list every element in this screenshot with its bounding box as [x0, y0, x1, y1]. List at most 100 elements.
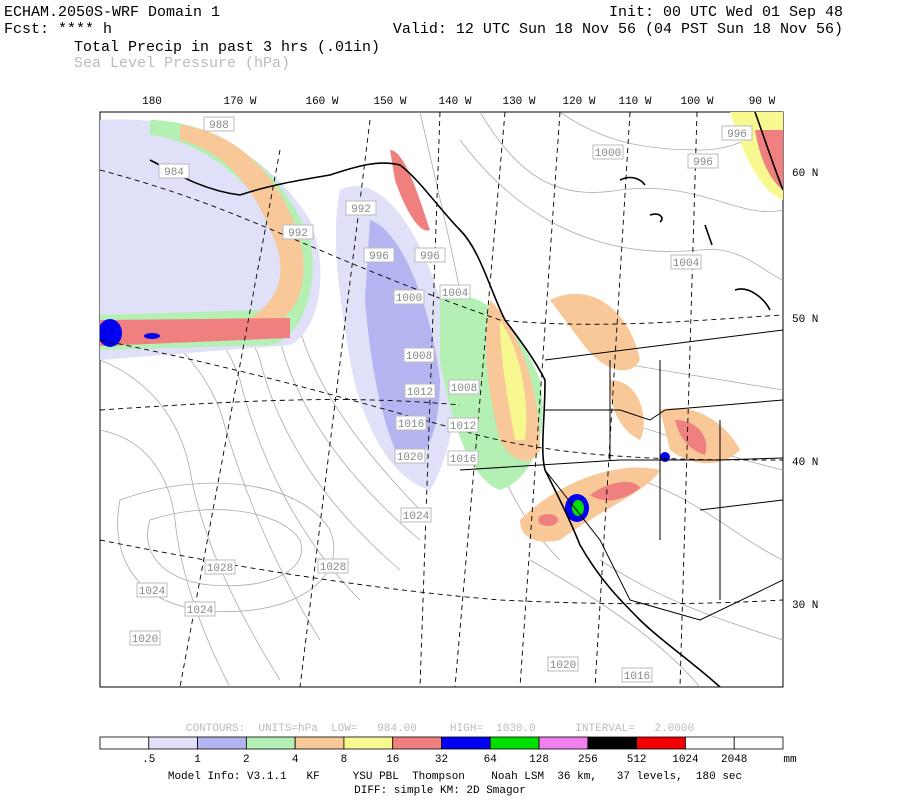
contour-label: 1000 — [396, 293, 422, 305]
colorbar-label: 1024 — [672, 754, 699, 766]
colorbar-label: 2 — [243, 754, 250, 766]
lon-label: 150 W — [373, 96, 406, 108]
contour-label: 996 — [693, 157, 713, 169]
colorbar-label: 64 — [484, 754, 498, 766]
contour-label: 1000 — [595, 148, 621, 160]
lon-label: 160 W — [305, 96, 338, 108]
contour-label-box — [203, 116, 235, 132]
graticule — [100, 112, 783, 687]
colorbar-swatch — [148, 736, 198, 750]
colorbar-swatch — [343, 736, 394, 750]
contour-label: 992 — [351, 204, 371, 216]
colorbar-unit: mm — [783, 754, 797, 766]
colorbar-swatch — [294, 736, 345, 750]
contour-label: 1012 — [450, 421, 476, 433]
contour-label: 1016 — [624, 671, 650, 683]
contour-label-box — [547, 656, 579, 672]
colorbar-swatch — [685, 736, 735, 750]
contour-label: 996 — [420, 251, 440, 263]
map-area — [99, 111, 784, 688]
contour-label-box — [404, 383, 436, 399]
contour-label-box — [129, 630, 161, 646]
contour-label-box — [400, 507, 432, 523]
contour-label-box — [136, 582, 168, 598]
contour-label-box — [721, 125, 753, 141]
colorbar-swatch — [636, 736, 686, 750]
contour-label: 988 — [209, 120, 229, 132]
contour-label: 1008 — [406, 351, 432, 363]
contour-label-box — [395, 415, 427, 431]
contour-label-box — [345, 200, 377, 216]
contour-label-box — [184, 601, 216, 617]
contour-label: 1016 — [398, 419, 424, 431]
contour-label-box — [393, 289, 425, 305]
contour-label-box — [447, 450, 479, 466]
contour-label-box — [448, 379, 480, 395]
contour-label-box — [414, 247, 446, 263]
contour-label: 1020 — [132, 634, 158, 646]
field-pressure: Sea Level Pressure (hPa) — [74, 55, 290, 72]
colorbar-swatch — [489, 736, 540, 750]
colorbar-label: 256 — [578, 754, 598, 766]
contour-label: 1028 — [320, 562, 346, 574]
contour-label-box — [282, 224, 314, 240]
contour-label: 1020 — [397, 452, 423, 464]
contour-label-box — [621, 667, 653, 683]
lat-label: 30 N — [792, 600, 818, 612]
contour-label-box — [439, 284, 471, 300]
contours-info: CONTOURS: UNITS=hPa LOW= 984.00 HIGH= 10… — [186, 723, 694, 735]
contour-label-box — [592, 144, 624, 160]
colorbar-label: 1 — [194, 754, 201, 766]
colorbar-swatch — [99, 736, 150, 750]
colorbar-label: 16 — [386, 754, 399, 766]
lon-label: 100 W — [680, 96, 713, 108]
lat-label: 50 N — [792, 314, 818, 326]
diff-info: DIFF: simple KM: 2D Smagor — [354, 785, 526, 797]
model-title: ECHAM.2050S-WRF Domain 1 — [4, 4, 220, 21]
colorbar-label: .5 — [142, 754, 155, 766]
contour-label-box — [403, 347, 435, 363]
lon-label: 180 — [142, 96, 162, 108]
contour-label: 1028 — [207, 563, 233, 575]
contour-label-box — [363, 247, 395, 263]
coastlines — [149, 112, 783, 687]
contour-label: 1004 — [442, 288, 469, 300]
colorbar-label: 128 — [529, 754, 549, 766]
field-precip: Total Precip in past 3 hrs (.01in) — [74, 39, 380, 56]
contour-label-box — [670, 254, 702, 270]
contour-label: 1008 — [451, 383, 477, 395]
map-labels: 180 170 W 160 W 150 W 140 W 130 W 120 W 110 W 10… — [129, 96, 818, 683]
contour-label: 996 — [727, 129, 747, 141]
lon-label: 130 W — [502, 96, 535, 108]
contour-label-box — [204, 559, 236, 575]
lon-label: 170 W — [223, 96, 256, 108]
colorbar-swatch — [245, 736, 296, 750]
contour-label: 1004 — [673, 258, 700, 270]
colorbar-label: 4 — [292, 754, 299, 766]
contour-label-box — [447, 417, 479, 433]
colorbar-label: 8 — [341, 754, 348, 766]
colorbar-label: 2048 — [721, 754, 747, 766]
colorbar-swatch — [538, 736, 589, 750]
contour-label: 1012 — [407, 387, 433, 399]
colorbar-swatch — [197, 736, 247, 750]
lon-label: 120 W — [562, 96, 595, 108]
init-time: Init: 00 UTC Wed 01 Sep 48 — [609, 4, 843, 21]
colorbar-swatch — [441, 736, 491, 750]
contour-label-box — [158, 163, 190, 179]
contour-label: 1020 — [550, 660, 576, 672]
contour-label-box — [317, 558, 349, 574]
colorbar-swatch — [392, 736, 442, 750]
contour-label: 1024 — [139, 586, 166, 598]
model-info: Model Info: V3.1.1 KF YSU PBL Thompson N… — [168, 771, 742, 783]
valid-time: Valid: 12 UTC Sun 18 Nov 56 (04 PST Sun … — [393, 21, 843, 38]
contour-label: 992 — [288, 228, 308, 240]
contour-label: 1024 — [187, 605, 214, 617]
lon-label: 140 W — [438, 96, 471, 108]
contour-label: 996 — [369, 251, 389, 263]
colorbar-swatch — [733, 736, 784, 750]
lat-label: 60 N — [792, 168, 818, 180]
colorbar-label: 32 — [435, 754, 448, 766]
contour-label: 1016 — [450, 454, 476, 466]
